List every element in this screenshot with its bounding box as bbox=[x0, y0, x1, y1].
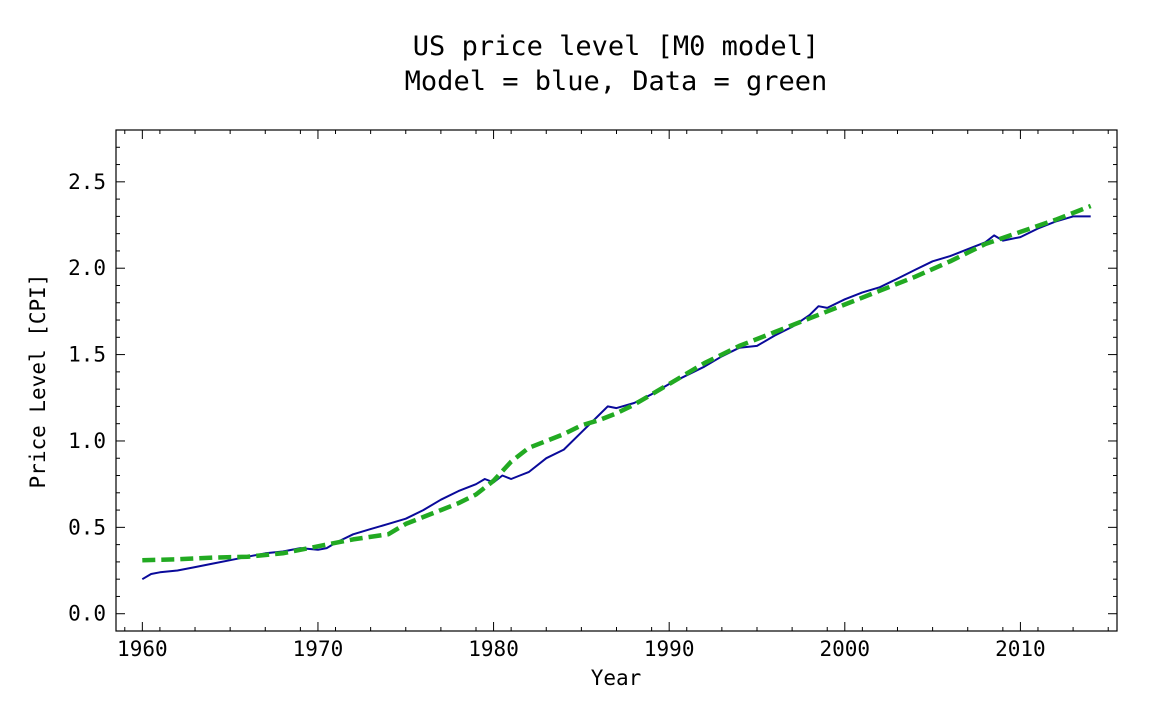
x-axis-ticks: 1960 1970 1980 1990 2000 2010 bbox=[117, 130, 1109, 661]
chart-subtitle: Model = blue, Data = green bbox=[405, 66, 828, 97]
y-tick-label: 2.5 bbox=[68, 170, 106, 194]
x-tick-label: 1970 bbox=[293, 637, 344, 661]
x-tick-label: 2000 bbox=[820, 637, 871, 661]
x-tick-label: 1980 bbox=[468, 637, 519, 661]
y-tick-label: 0.0 bbox=[68, 602, 106, 626]
x-axis-label: Year bbox=[591, 666, 642, 690]
series-layer bbox=[141, 203, 1092, 581]
y-tick-label: 0.5 bbox=[68, 515, 106, 539]
model-series-line bbox=[141, 215, 1091, 581]
y-tick-label: 2.0 bbox=[68, 256, 106, 280]
x-tick-label: 1990 bbox=[644, 637, 695, 661]
chart-title: US price level [M0 model] bbox=[413, 31, 819, 62]
data-series-line bbox=[142, 203, 1092, 563]
y-tick-label: 1.5 bbox=[68, 343, 106, 367]
x-tick-label: 1960 bbox=[117, 637, 168, 661]
y-axis-ticks: 0.0 0.5 1.0 1.5 2.0 2.5 bbox=[68, 129, 1117, 632]
y-tick-label: 1.0 bbox=[68, 429, 106, 453]
x-tick-label: 2010 bbox=[995, 637, 1046, 661]
y-axis-label: Price Level [CPI] bbox=[26, 274, 50, 489]
